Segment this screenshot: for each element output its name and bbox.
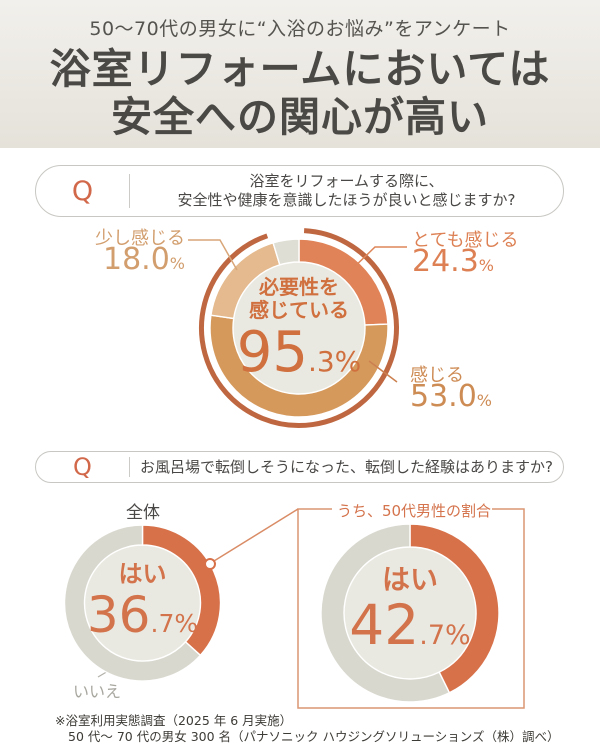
source-note-line1: ※浴室利用実態調査（2025 年 6 月実施） xyxy=(55,713,293,728)
q2-right-donut-segments xyxy=(320,523,500,703)
q1-label-totemo-value: 24.3 xyxy=(412,244,479,279)
survey-subtitle: 50〜70代の男女に“入浴のお悩み”をアンケート xyxy=(89,18,511,40)
q1-center-label-line1: 必要性を xyxy=(259,275,339,299)
q1-label-sukoshi-name: 少し感じる xyxy=(95,228,185,249)
q1-label-kanjiru-value: 53.0 xyxy=(410,379,477,414)
q2-right-donut-hole xyxy=(343,546,477,680)
q2-divider xyxy=(129,457,130,477)
q2-donut-charts xyxy=(63,508,525,709)
source-note: ※浴室利用実態調査（2025 年 6 月実施） 50 代〜 70 代の男女 30… xyxy=(55,713,560,745)
question1-line2: 安全性や健康を意識したほうが良いと感じますか? xyxy=(177,191,516,209)
q1-center-value-frac: .3% xyxy=(307,345,362,378)
donut-slice-rest-1 xyxy=(320,523,451,703)
q1-donut-chart xyxy=(188,228,407,428)
q2-right-center-text: はい 42.7% xyxy=(330,563,490,657)
q1-center-label-line2: 感じている xyxy=(249,298,349,322)
main-title-line1: 浴室リフォームにおいては xyxy=(49,45,551,93)
source-note-line2: 50 代〜 70 代の男女 300 名（パナソニック ハウジングソリューションズ… xyxy=(68,729,560,744)
q1-label-totemo: とても感じる 24.3% xyxy=(412,230,519,279)
header: 50〜70代の男女に“入浴のお悩み”をアンケート 浴室リフォームにおいては 安全… xyxy=(0,0,600,148)
question1-text: 浴室をリフォームする際に、 安全性や健康を意識したほうが良いと感じますか? xyxy=(130,172,563,210)
donut-slice-感じる-1 xyxy=(209,314,389,418)
q2-left-group-label: 全体 xyxy=(126,503,160,523)
q2-connector-line xyxy=(213,508,299,562)
q1-center-text: 必要性を 感じている 95.3% xyxy=(199,276,399,384)
q2-left-yes-label: はい xyxy=(118,560,167,588)
q1-label-sukoshi-unit: % xyxy=(169,254,185,273)
q1-outer-ring xyxy=(199,228,399,428)
main-title: 浴室リフォームにおいては 安全への関心が高い xyxy=(0,45,600,141)
q1-q-mark: Q xyxy=(71,175,94,207)
question1-box: Q 浴室をリフォームする際に、 安全性や健康を意識したほうが良いと感じますか? xyxy=(35,165,564,217)
donut-slice-rest-3 xyxy=(272,238,300,266)
q1-center-value: 95 xyxy=(236,320,308,385)
q2-right-value: 42 xyxy=(349,593,420,657)
main-title-line2: 安全への関心が高い xyxy=(111,93,489,141)
q1-label-totemo-name: とても感じる xyxy=(412,230,519,251)
q2-connector-dot xyxy=(204,558,216,570)
q2-left-value: 36 xyxy=(86,586,151,644)
question1-line1: 浴室をリフォームする際に、 xyxy=(249,172,444,190)
q2-charts: 全体 いいえ うち、50代男性の割合 はい 36.7% はい 42.7% xyxy=(35,494,565,712)
q1-donut-hole xyxy=(232,261,366,395)
q1-leader-totemo-line xyxy=(347,246,407,274)
q1-leader-sukoshi-line xyxy=(188,239,238,271)
q1-label-kanjiru-unit: % xyxy=(476,391,492,410)
q2-left-no-label: いいえ xyxy=(73,682,122,701)
q2-right-yes-label: はい xyxy=(381,563,438,596)
q2-q-mark: Q xyxy=(73,453,92,481)
q2-left-donut-segments xyxy=(63,524,222,682)
q2-right-box-title: うち、50代男性の割合 xyxy=(336,502,492,520)
question2-box: Q お風呂場で転倒しそうになった、転倒した経験はありますか? xyxy=(35,451,564,483)
question2-text: お風呂場で転倒しそうになった、転倒した経験はありますか? xyxy=(140,457,553,476)
q1-label-sukoshi: 少し感じる 18.0% xyxy=(95,228,185,277)
q1-label-kanjiru-name: 感じる xyxy=(410,365,464,386)
q2-left-center-text: はい 36.7% xyxy=(67,560,218,642)
q2-highlight-box-border xyxy=(297,508,525,709)
donut-slice-いいえ-1 xyxy=(63,524,202,682)
q1-label-kanjiru: 感じる 53.0% xyxy=(410,365,492,414)
q1-label-sukoshi-value: 18.0 xyxy=(103,242,170,277)
q1-leader-kanjiru-line xyxy=(368,360,398,383)
q1-chart: 少し感じる 18.0% とても感じる 24.3% 感じる 53.0% 必要性を … xyxy=(60,225,540,440)
q2-left-value-frac: .7% xyxy=(150,609,199,638)
q2-right-value-frac: .7% xyxy=(419,620,471,651)
q1-divider xyxy=(129,174,130,208)
q1-label-totemo-unit: % xyxy=(478,256,494,275)
q1-donut-segments xyxy=(209,238,389,418)
q2-left-donut-hole xyxy=(83,544,202,662)
